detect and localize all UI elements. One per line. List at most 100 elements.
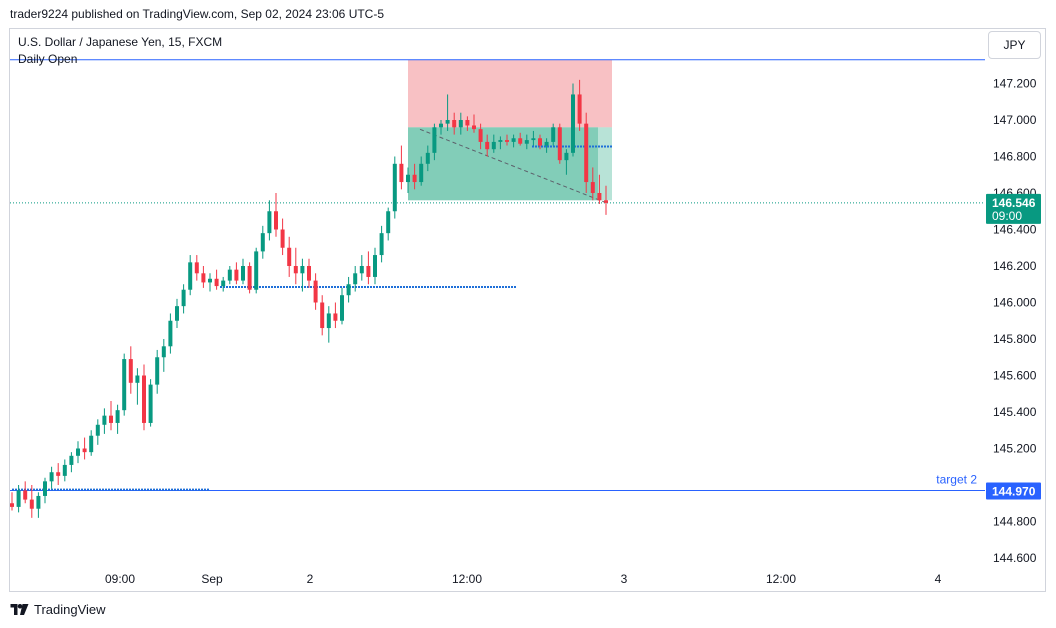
candle-body [557,127,562,161]
candle-body [491,141,496,150]
candle [82,437,87,460]
candle [95,419,100,445]
candle-body [115,410,120,423]
candle [419,156,424,186]
candle [49,466,54,489]
candle [333,302,338,329]
candle-body [531,138,536,141]
candle [551,123,556,146]
candle-body [181,289,186,307]
candle-body [56,472,61,476]
candle [280,218,285,256]
candle [564,149,569,175]
candle-body [346,284,351,296]
currency-button[interactable]: JPY [988,31,1041,59]
candle [485,134,490,157]
candle [89,430,94,456]
price-tick-label: 145.600 [993,369,1037,383]
candle-body [95,424,100,436]
candle-body [340,295,344,321]
candle [511,134,516,148]
price-tick-label: 144.600 [993,551,1037,565]
candle [10,492,14,511]
candle [168,313,173,354]
candle [76,441,80,464]
candle [274,193,278,237]
candle-body [472,125,476,130]
candle-body [254,251,259,290]
candle [115,404,120,434]
candle [307,258,311,288]
candle-body [76,448,80,456]
candle-body [571,94,575,153]
candle [445,94,450,131]
candle-body [465,120,470,126]
candle-body [564,152,569,161]
candle-body [379,233,384,256]
candle-body [36,495,41,509]
candle-body [538,138,542,146]
candle [194,255,199,281]
candle [155,349,160,394]
candle [287,236,292,277]
candle-body [247,266,252,290]
candle [69,452,74,473]
candle-body [135,375,140,383]
candle-body [62,464,67,476]
candle-body [16,490,21,507]
time-tick-label: 12:00 [452,572,482,586]
candle [432,123,437,161]
candle-body [267,211,272,234]
candle [439,120,443,135]
candle-body [392,163,397,212]
time-tick-label: 09:00 [105,572,135,586]
candle-body [221,280,226,287]
candle [102,408,107,434]
daily-open-label[interactable]: Daily Open [18,52,78,66]
candle-body [313,280,318,303]
candle [135,368,140,405]
candle-body [439,123,443,128]
candle [452,112,457,135]
last-price-value: 146.546 [992,196,1036,210]
candle-body [524,140,529,144]
candle-body [452,120,457,128]
publisher-line: trader9224 published on TradingView.com,… [10,7,385,21]
candle-body [109,415,113,423]
candle [29,485,34,518]
candle-body [10,503,14,507]
candle [518,132,523,146]
footer-brand[interactable]: TradingView [10,602,106,617]
candle-body [43,481,47,496]
candle-body [122,359,127,411]
candle-body [386,211,391,234]
candle-body [23,490,28,500]
candle [584,112,589,193]
price-tick-label: 144.800 [993,515,1037,529]
candle [478,123,483,150]
candle-body [307,266,311,281]
candle [148,379,153,427]
candle [313,273,318,310]
candle-body [280,229,285,248]
candle [597,174,602,204]
candle [498,136,503,150]
tradingview-logo-icon [10,604,29,615]
target-price-badge [986,482,1041,500]
candle [214,269,219,290]
time-tick-label: 12:00 [766,572,796,586]
candle [340,287,344,325]
price-tick-label: 146.800 [993,150,1037,164]
symbol-title[interactable]: U.S. Dollar / Japanese Yen, 15, FXCM [18,35,223,49]
candle-body [82,448,87,453]
time-axis: 09:00 Sep 2 12:00 3 12:00 4 [105,572,942,586]
candle-body [518,138,523,144]
candles [10,79,608,518]
candle [175,298,179,329]
candle-body [194,262,199,274]
candle-body [188,262,193,290]
candle-body [373,255,377,277]
candle [491,134,496,153]
candle [359,255,364,281]
